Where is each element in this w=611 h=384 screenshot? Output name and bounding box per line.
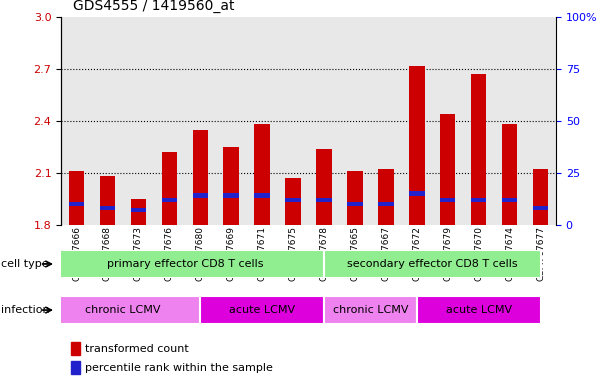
Bar xyxy=(46,296,200,324)
Bar xyxy=(69,171,84,225)
Bar xyxy=(440,114,455,225)
Text: transformed count: transformed count xyxy=(85,344,189,354)
Bar xyxy=(254,124,270,225)
Bar xyxy=(409,66,425,225)
Bar xyxy=(162,152,177,225)
Bar xyxy=(378,169,393,225)
Bar xyxy=(254,194,270,198)
Bar xyxy=(502,198,518,202)
Bar xyxy=(347,202,363,206)
Bar xyxy=(378,202,393,206)
Text: cell type: cell type xyxy=(1,259,48,269)
Text: acute LCMV: acute LCMV xyxy=(229,305,295,315)
Bar xyxy=(533,169,548,225)
Bar xyxy=(71,342,80,355)
Bar xyxy=(131,199,146,225)
Bar xyxy=(409,191,425,196)
Bar xyxy=(224,194,239,198)
Bar xyxy=(502,124,518,225)
Bar xyxy=(69,202,84,206)
Bar xyxy=(100,176,115,225)
Bar xyxy=(316,198,332,202)
Bar xyxy=(471,74,486,225)
Bar xyxy=(324,250,541,278)
Text: chronic LCMV: chronic LCMV xyxy=(85,305,161,315)
Bar xyxy=(417,296,541,324)
Bar xyxy=(46,250,324,278)
Bar xyxy=(162,198,177,202)
Bar xyxy=(440,198,455,202)
Text: secondary effector CD8 T cells: secondary effector CD8 T cells xyxy=(347,259,518,269)
Bar xyxy=(347,171,363,225)
Bar xyxy=(192,194,208,198)
Bar xyxy=(131,208,146,212)
Bar xyxy=(192,130,208,225)
Bar xyxy=(200,296,324,324)
Text: percentile rank within the sample: percentile rank within the sample xyxy=(85,363,273,373)
Bar xyxy=(100,206,115,210)
Text: GDS4555 / 1419560_at: GDS4555 / 1419560_at xyxy=(73,0,235,13)
Bar xyxy=(533,206,548,210)
Bar xyxy=(224,147,239,225)
Bar xyxy=(324,296,417,324)
Bar xyxy=(316,149,332,225)
Bar xyxy=(285,178,301,225)
Bar xyxy=(285,198,301,202)
Text: acute LCMV: acute LCMV xyxy=(445,305,512,315)
Text: primary effector CD8 T cells: primary effector CD8 T cells xyxy=(106,259,263,269)
Text: infection: infection xyxy=(1,305,49,315)
Bar xyxy=(471,198,486,202)
Bar xyxy=(71,361,80,374)
Text: chronic LCMV: chronic LCMV xyxy=(332,305,408,315)
